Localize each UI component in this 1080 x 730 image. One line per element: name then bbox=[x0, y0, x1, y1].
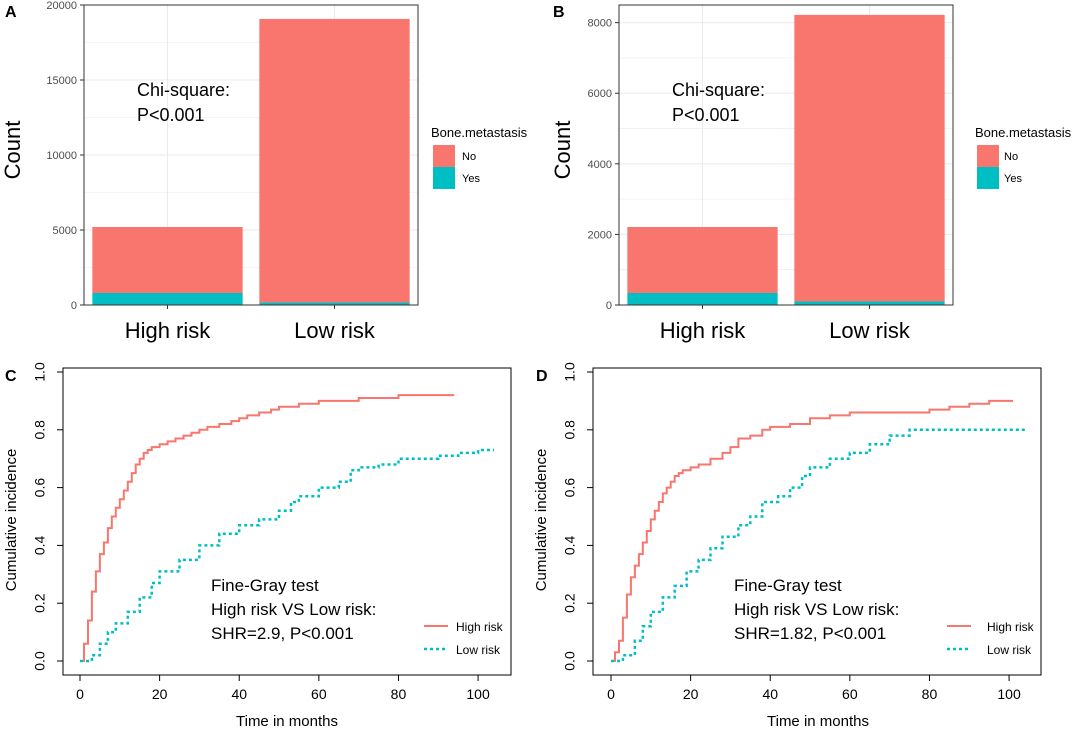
y-tick-label: 10000 bbox=[46, 150, 77, 162]
y-tick-label: 0.2 bbox=[32, 593, 48, 613]
y-tick-label: 0.0 bbox=[32, 651, 48, 671]
y-tick-label: 8000 bbox=[588, 18, 612, 30]
legend-swatch-no-a bbox=[433, 145, 455, 167]
legend-b: Bone.metastasis No Yes bbox=[975, 125, 1072, 189]
bar-chart-a: 0 5000 10000 15000 20000 High risk Low risk C… bbox=[0, 0, 528, 343]
y-tick-label: 0 bbox=[606, 300, 612, 312]
x-tick-label: 80 bbox=[391, 686, 407, 702]
annotation-c-line3: SHR=2.9, P<0.001 bbox=[211, 624, 354, 643]
bar-no-low-risk bbox=[259, 19, 409, 303]
legend-label-yes-b: Yes bbox=[1004, 173, 1022, 185]
legend-d: High risk Low risk bbox=[947, 620, 1035, 657]
legend-swatch-yes-a bbox=[433, 167, 455, 189]
panel-letter-c: C bbox=[5, 368, 17, 385]
legend-title-a: Bone.metastasis bbox=[431, 125, 528, 140]
y-tick-label: 0.8 bbox=[32, 420, 48, 440]
panel-letter-d: D bbox=[536, 368, 548, 385]
bar-yes-high-risk bbox=[92, 293, 242, 305]
annotation-d-line1: Fine-Gray test bbox=[734, 576, 842, 595]
x-tick-label: Low risk bbox=[294, 318, 376, 343]
legend-label-no-a: No bbox=[462, 151, 476, 163]
y-tick-label: 0.4 bbox=[562, 535, 578, 555]
annotation-a-line1: Chi-square: bbox=[137, 80, 230, 100]
bar-yes-low-risk bbox=[794, 301, 944, 305]
figure: A B C D 05000100001500020000 High risk Lo… bbox=[0, 0, 1080, 730]
legend-label-high-d: High risk bbox=[987, 620, 1035, 634]
high-risk-line bbox=[611, 401, 1013, 661]
x-axis-label-c: Time in months bbox=[236, 713, 338, 730]
legend-c: High risk Low risk bbox=[424, 620, 504, 657]
x-tick-label: 60 bbox=[842, 686, 858, 702]
y-tick-label: 0.6 bbox=[562, 478, 578, 498]
y-tick-label: 0 bbox=[71, 300, 77, 312]
y-tick-label: 1.0 bbox=[562, 362, 578, 382]
y-tick-label: 0.2 bbox=[562, 593, 578, 613]
y-tick-label: 0.6 bbox=[32, 478, 48, 498]
y-tick-label: 4000 bbox=[588, 159, 612, 171]
y-tick-label: 6000 bbox=[588, 88, 612, 100]
legend-title-b: Bone.metastasis bbox=[975, 125, 1072, 140]
x-tick-label: 20 bbox=[683, 686, 699, 702]
panel-letter-b: B bbox=[553, 4, 565, 21]
annotation-c-line1: Fine-Gray test bbox=[211, 576, 319, 595]
x-tick-label: High risk bbox=[125, 318, 212, 343]
y-axis-label-c: Cumulative incidence bbox=[3, 449, 20, 592]
y-axis-label-d: Cumulative incidence bbox=[533, 449, 550, 592]
legend-label-yes-a: Yes bbox=[462, 173, 480, 185]
x-tick-label: 60 bbox=[311, 686, 327, 702]
legend-swatch-no-b bbox=[977, 145, 999, 167]
x-tick-label: High risk bbox=[660, 318, 747, 343]
y-axis-label-b: Count bbox=[550, 121, 575, 180]
x-tick-label: 40 bbox=[762, 686, 778, 702]
legend-label-high-c: High risk bbox=[456, 620, 504, 634]
y-tick-label: 5000 bbox=[53, 225, 77, 237]
legend-label-no-b: No bbox=[1004, 151, 1018, 163]
annotation-b-line1: Chi-square: bbox=[672, 80, 765, 100]
x-tick-label: 80 bbox=[922, 686, 938, 702]
y-tick-label: 0.0 bbox=[562, 651, 578, 671]
annotation-d-line3: SHR=1.82, P<0.001 bbox=[734, 624, 886, 643]
annotation-b-line2: P<0.001 bbox=[672, 105, 740, 125]
panel-letter-a: A bbox=[5, 4, 17, 21]
x-tick-label: 0 bbox=[607, 686, 615, 702]
high-risk-line bbox=[80, 395, 454, 661]
y-tick-label: 20000 bbox=[46, 0, 77, 12]
y-tick-label: 2000 bbox=[588, 229, 612, 241]
x-tick-label: 0 bbox=[76, 686, 84, 702]
legend-label-low-c: Low risk bbox=[456, 643, 501, 657]
bar-no-high-risk bbox=[92, 227, 242, 293]
bar-yes-high-risk bbox=[627, 293, 777, 305]
bar-chart-b: 0 2000 4000 6000 8000 High risk Low risk Coun… bbox=[550, 5, 1072, 343]
legend-label-low-d: Low risk bbox=[987, 643, 1032, 657]
y-tick-label: 15000 bbox=[46, 75, 77, 87]
bar-no-high-risk bbox=[627, 227, 777, 293]
y-axis-label-a: Count bbox=[0, 121, 25, 180]
incidence-chart-d: 0.0 0.2 0.4 0.6 0.8 1.0 0 20 40 60 80 100 Cumulati… bbox=[533, 362, 1041, 730]
bar-no-low-risk bbox=[794, 15, 944, 302]
x-tick-label: 100 bbox=[997, 686, 1021, 702]
x-tick-label: Low risk bbox=[829, 318, 911, 343]
x-axis-label-d: Time in months bbox=[767, 713, 869, 730]
y-tick-label: 1.0 bbox=[32, 362, 48, 382]
legend-a: Bone.metastasis No Yes bbox=[431, 125, 528, 189]
incidence-chart-c: 0.0 0.2 0.4 0.6 0.8 1.0 0 20 40 60 80 100 Cumulati… bbox=[3, 362, 511, 730]
x-tick-label: 100 bbox=[466, 686, 490, 702]
x-tick-label: 20 bbox=[152, 686, 168, 702]
annotation-c-line2: High risk VS Low risk: bbox=[211, 600, 376, 619]
legend-swatch-yes-b bbox=[977, 167, 999, 189]
annotation-d-line2: High risk VS Low risk: bbox=[734, 600, 899, 619]
x-tick-label: 40 bbox=[231, 686, 247, 702]
annotation-a-line2: P<0.001 bbox=[137, 105, 205, 125]
y-tick-label: 0.8 bbox=[562, 420, 578, 440]
y-tick-label: 0.4 bbox=[32, 535, 48, 555]
